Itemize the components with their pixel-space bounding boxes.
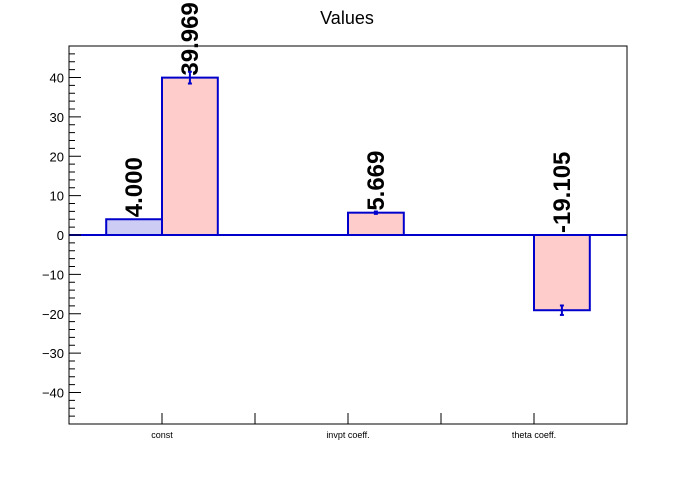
error-bars-layer	[187, 70, 564, 316]
bars-layer	[105, 76, 591, 312]
y-tick-label: 10	[50, 189, 64, 204]
y-tick-label: −40	[42, 386, 64, 401]
y-tick-label: −20	[42, 307, 64, 322]
data-labels-layer: 4.000 39.969 5.669 -19.105	[121, 2, 576, 233]
y-tick-label: 20	[50, 149, 64, 164]
x-category-label: invpt coeff.	[326, 430, 369, 440]
y-tick-label: 30	[50, 110, 64, 125]
x-category-label: const	[151, 430, 173, 440]
bar	[161, 76, 219, 237]
y-tick-label: 40	[50, 71, 64, 86]
y-tick-label: −30	[42, 346, 64, 361]
x-axis: const invpt coeff. theta coeff.	[151, 413, 556, 440]
data-label: 4.000	[121, 157, 148, 217]
y-axis: −40 −30 −20 −10 0 10 20 30 40	[42, 45, 81, 425]
data-label: -19.105	[549, 152, 576, 233]
data-label: 39.969	[177, 2, 204, 75]
y-tick-label: 0	[57, 228, 64, 243]
y-tick-label: −10	[42, 267, 64, 282]
x-category-label: theta coeff.	[512, 430, 556, 440]
bar	[533, 234, 591, 312]
chart-title: Values	[320, 8, 374, 28]
data-label: 5.669	[363, 151, 390, 211]
bar	[105, 218, 163, 236]
bar	[347, 211, 405, 237]
